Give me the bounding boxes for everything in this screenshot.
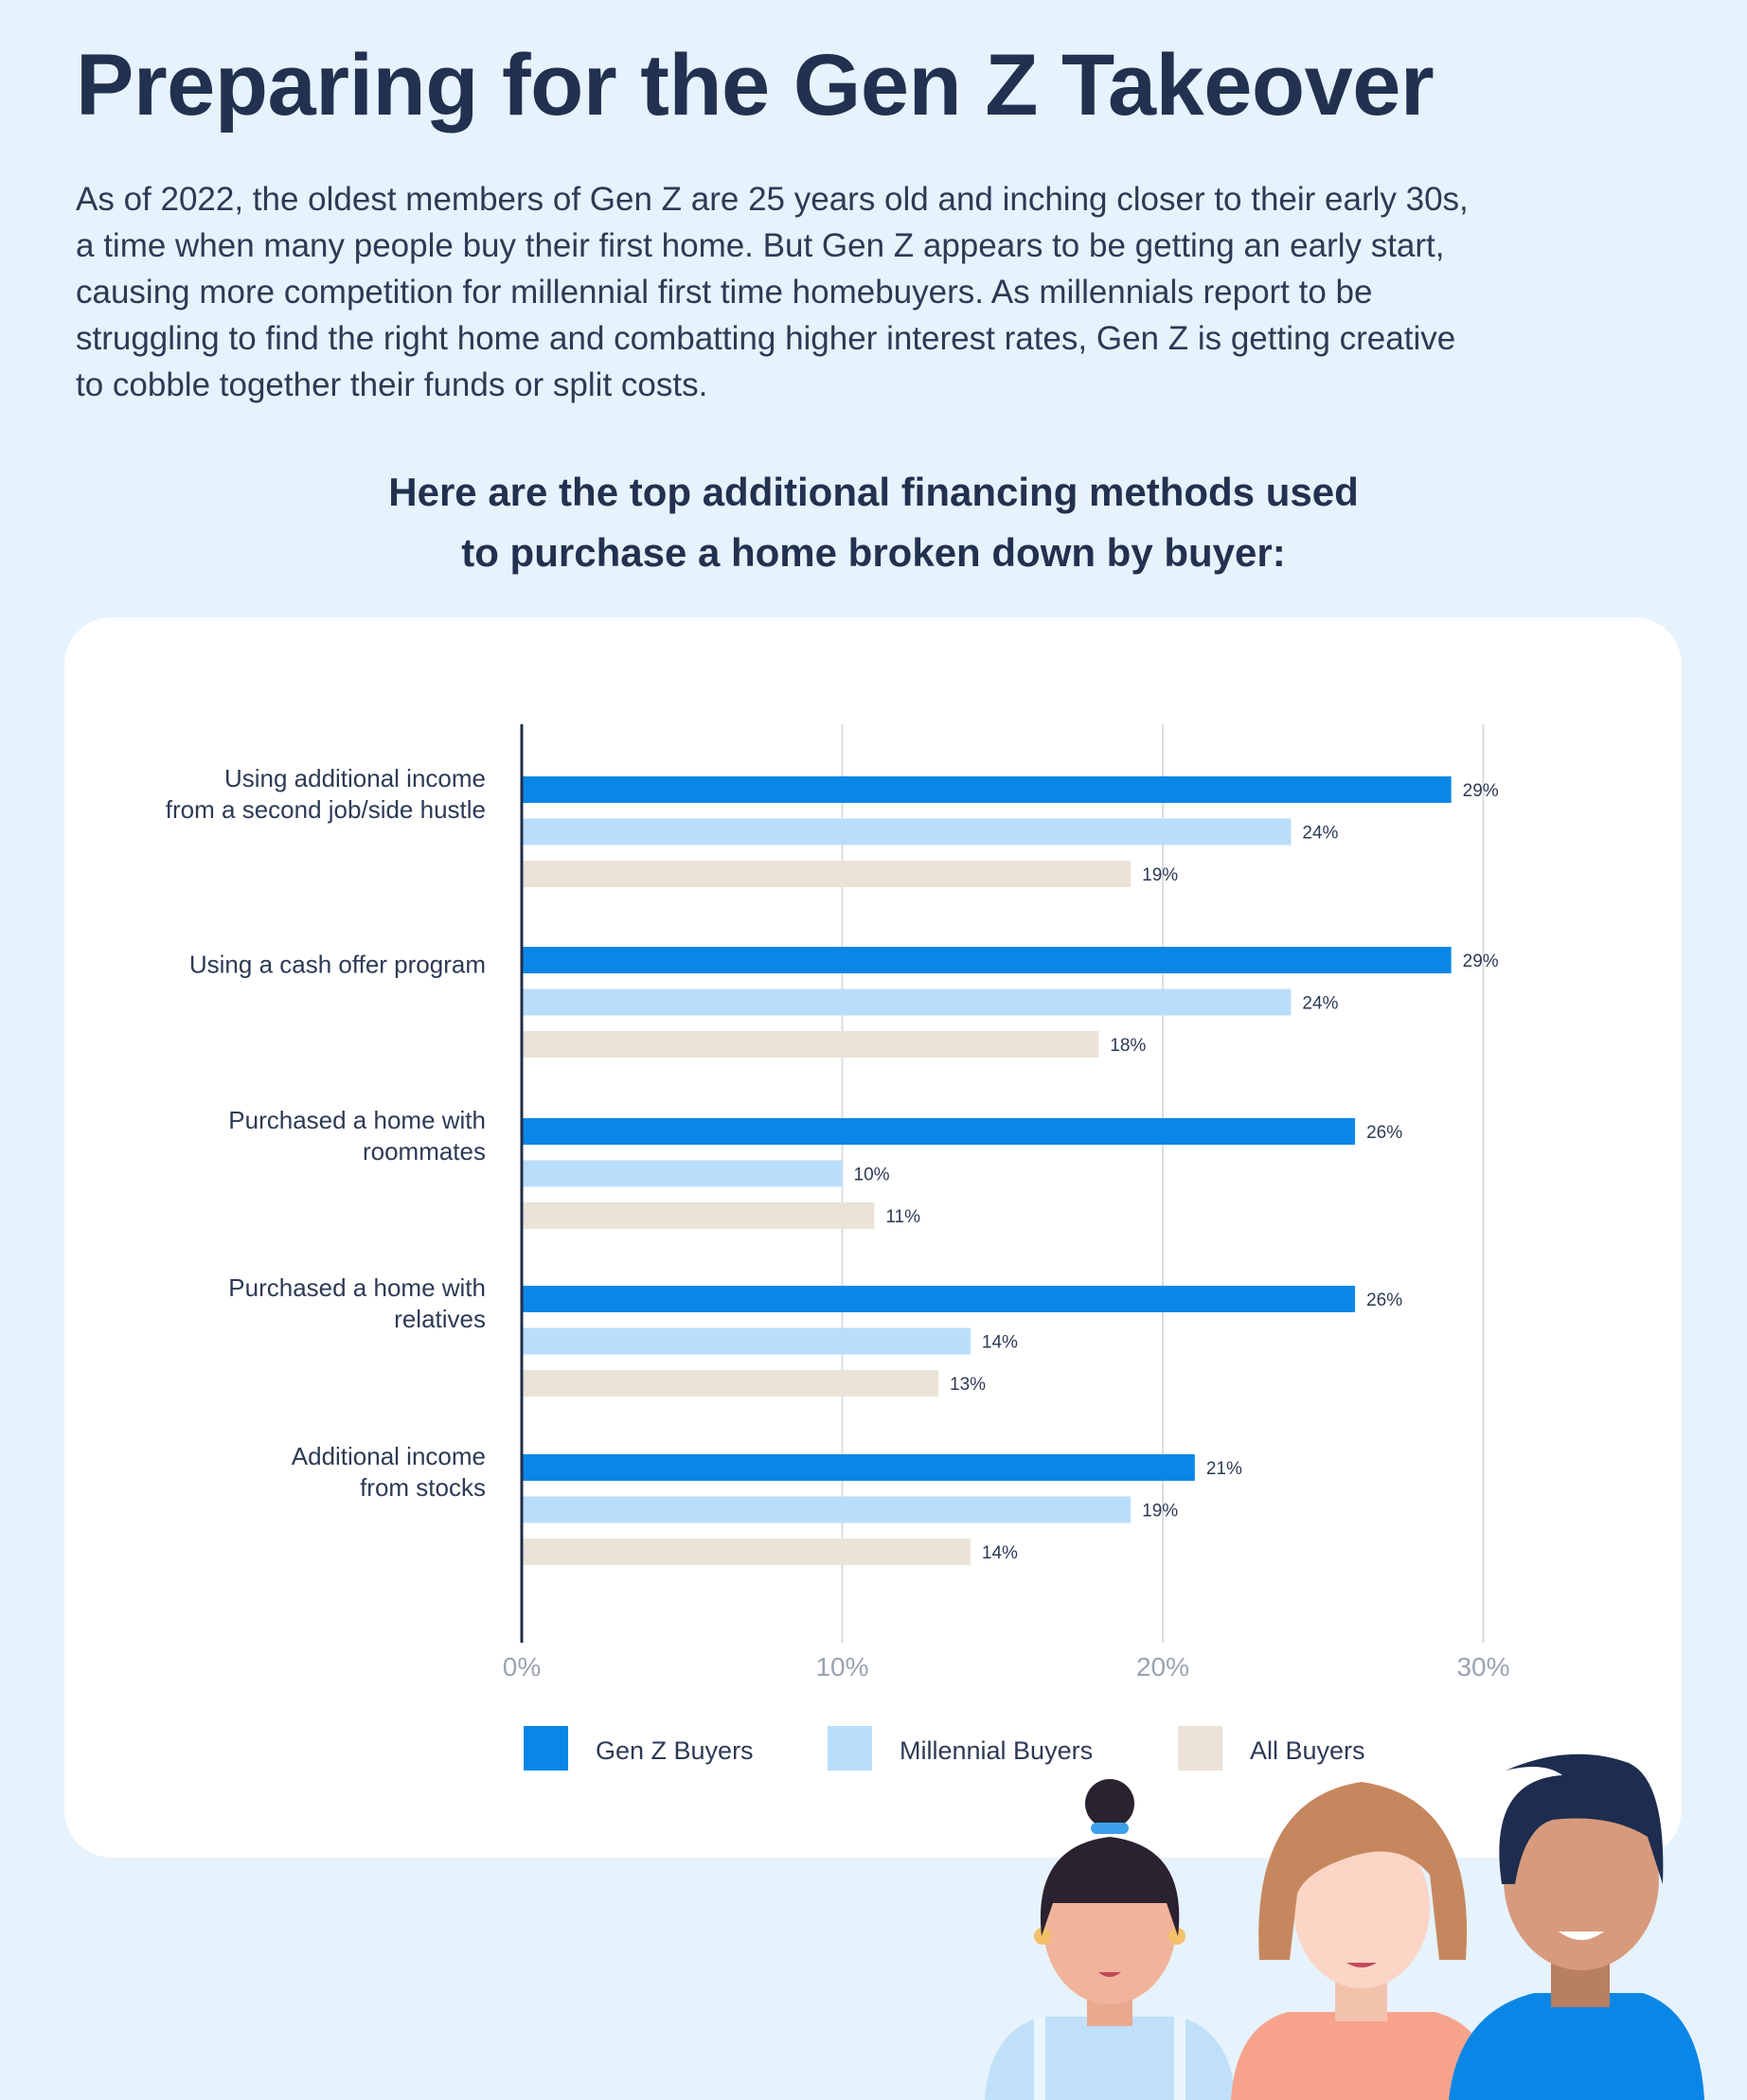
legend-swatch <box>828 1726 872 1771</box>
x-tick-label: 20% <box>1136 1652 1189 1682</box>
bar <box>522 1160 843 1187</box>
woman-bob-figure <box>1231 1782 1496 2100</box>
data-label: 13% <box>950 1375 986 1395</box>
legend-swatch <box>524 1726 568 1771</box>
intro-line: a time when many people buy their first … <box>76 227 1445 264</box>
data-label: 29% <box>1463 952 1499 971</box>
category-label: relatives <box>394 1305 486 1333</box>
intro-line: to cobble together their funds or split … <box>76 366 708 403</box>
intro-line: causing more competition for millennial … <box>76 274 1373 311</box>
category-label: from a second job/side hustle <box>166 795 486 824</box>
data-label: 10% <box>854 1166 890 1185</box>
woman-bun-figure <box>985 1779 1236 2100</box>
page-title: Preparing for the Gen Z Takeover <box>76 37 1435 133</box>
bar <box>522 1202 875 1229</box>
data-label: 19% <box>1142 1502 1178 1522</box>
bar <box>522 776 1452 803</box>
x-tick-label: 30% <box>1456 1652 1509 1682</box>
legend-label: Gen Z Buyers <box>596 1736 754 1765</box>
bar <box>522 1370 939 1397</box>
data-label: 24% <box>1302 824 1338 844</box>
bar <box>522 861 1132 887</box>
subtitle-line: to purchase a home broken down by buyer: <box>461 530 1286 575</box>
category-label: Using a cash offer program <box>189 951 486 979</box>
bar <box>522 1286 1356 1312</box>
category-label: from stocks <box>360 1473 486 1502</box>
category-label: Additional income <box>292 1442 486 1470</box>
bar <box>522 1496 1132 1523</box>
bar <box>522 1031 1099 1058</box>
data-label: 18% <box>1110 1036 1146 1056</box>
legend-swatch <box>1178 1726 1222 1771</box>
data-label: 14% <box>982 1333 1018 1353</box>
category-label: roommates <box>363 1137 486 1166</box>
man-figure <box>1449 1753 1704 2100</box>
data-label: 21% <box>1206 1459 1242 1479</box>
bar <box>522 1118 1356 1145</box>
data-label: 24% <box>1302 994 1338 1014</box>
data-label: 26% <box>1366 1290 1402 1310</box>
data-label: 26% <box>1366 1123 1402 1143</box>
intro-line: struggling to find the right home and co… <box>76 320 1456 357</box>
intro-paragraph: As of 2022, the oldest members of Gen Z … <box>76 176 1610 408</box>
category-label: Purchased a home with <box>228 1106 486 1134</box>
subtitle-line: Here are the top additional financing me… <box>388 470 1359 514</box>
bar <box>522 1327 971 1355</box>
data-label: 19% <box>1142 865 1178 885</box>
data-label: 14% <box>982 1543 1018 1563</box>
category-label: Using additional income <box>224 764 486 792</box>
data-label: 29% <box>1463 781 1499 801</box>
x-tick-label: 10% <box>815 1652 868 1682</box>
bar <box>522 1454 1195 1481</box>
legend-label: Millennial Buyers <box>900 1736 1093 1765</box>
bar <box>522 988 1292 1016</box>
bar <box>522 818 1292 845</box>
bar <box>522 1539 971 1565</box>
category-label: Purchased a home with <box>228 1273 486 1302</box>
data-label: 11% <box>885 1207 920 1227</box>
legend-label: All Buyers <box>1250 1736 1365 1765</box>
chart-subtitle: Here are the top additional financing me… <box>284 462 1463 583</box>
x-tick-label: 0% <box>503 1652 541 1682</box>
intro-line: As of 2022, the oldest members of Gen Z … <box>76 181 1469 218</box>
bar <box>522 947 1452 973</box>
